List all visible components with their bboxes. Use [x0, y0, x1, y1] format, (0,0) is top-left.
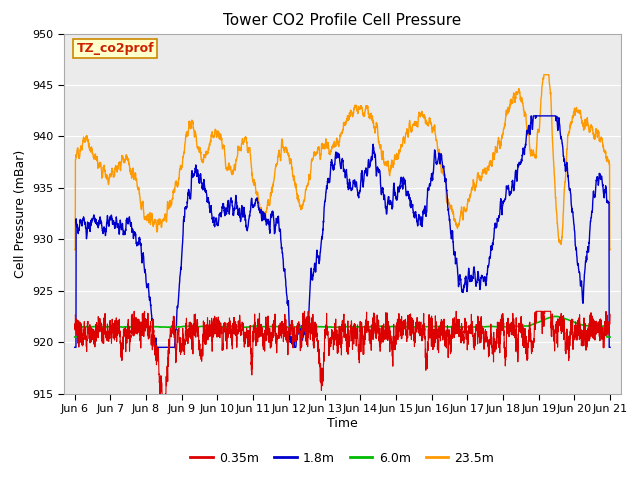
X-axis label: Time: Time	[327, 417, 358, 430]
Text: TZ_co2prof: TZ_co2prof	[77, 42, 154, 55]
Title: Tower CO2 Profile Cell Pressure: Tower CO2 Profile Cell Pressure	[223, 13, 461, 28]
Legend: 0.35m, 1.8m, 6.0m, 23.5m: 0.35m, 1.8m, 6.0m, 23.5m	[186, 447, 499, 469]
Y-axis label: Cell Pressure (mBar): Cell Pressure (mBar)	[14, 149, 27, 278]
